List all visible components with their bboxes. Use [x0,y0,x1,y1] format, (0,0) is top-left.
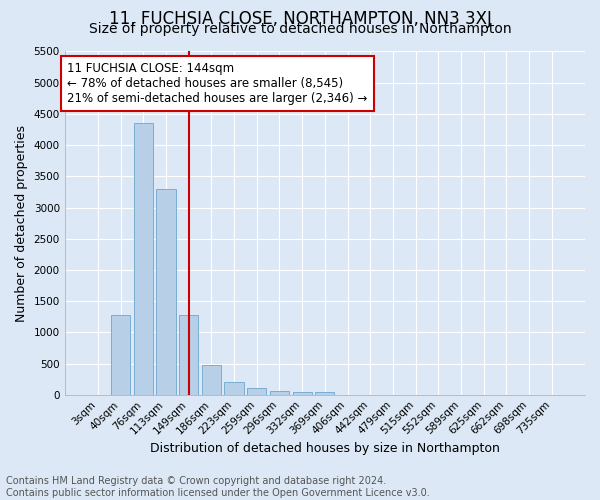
Bar [111,316,130,394]
Bar [157,189,176,394]
Bar [293,392,312,394]
X-axis label: Distribution of detached houses by size in Northampton: Distribution of detached houses by size … [150,442,500,455]
Bar [134,124,153,394]
Text: 11, FUCHSIA CLOSE, NORTHAMPTON, NN3 3XJ: 11, FUCHSIA CLOSE, NORTHAMPTON, NN3 3XJ [109,10,491,28]
Bar [247,388,266,394]
Text: 11 FUCHSIA CLOSE: 144sqm
← 78% of detached houses are smaller (8,545)
21% of sem: 11 FUCHSIA CLOSE: 144sqm ← 78% of detach… [67,62,368,105]
Bar [224,382,244,394]
Bar [179,316,199,394]
Text: Contains HM Land Registry data © Crown copyright and database right 2024.
Contai: Contains HM Land Registry data © Crown c… [6,476,430,498]
Bar [202,365,221,394]
Bar [270,390,289,394]
Y-axis label: Number of detached properties: Number of detached properties [15,124,28,322]
Text: Size of property relative to detached houses in Northampton: Size of property relative to detached ho… [89,22,511,36]
Bar [315,392,334,394]
